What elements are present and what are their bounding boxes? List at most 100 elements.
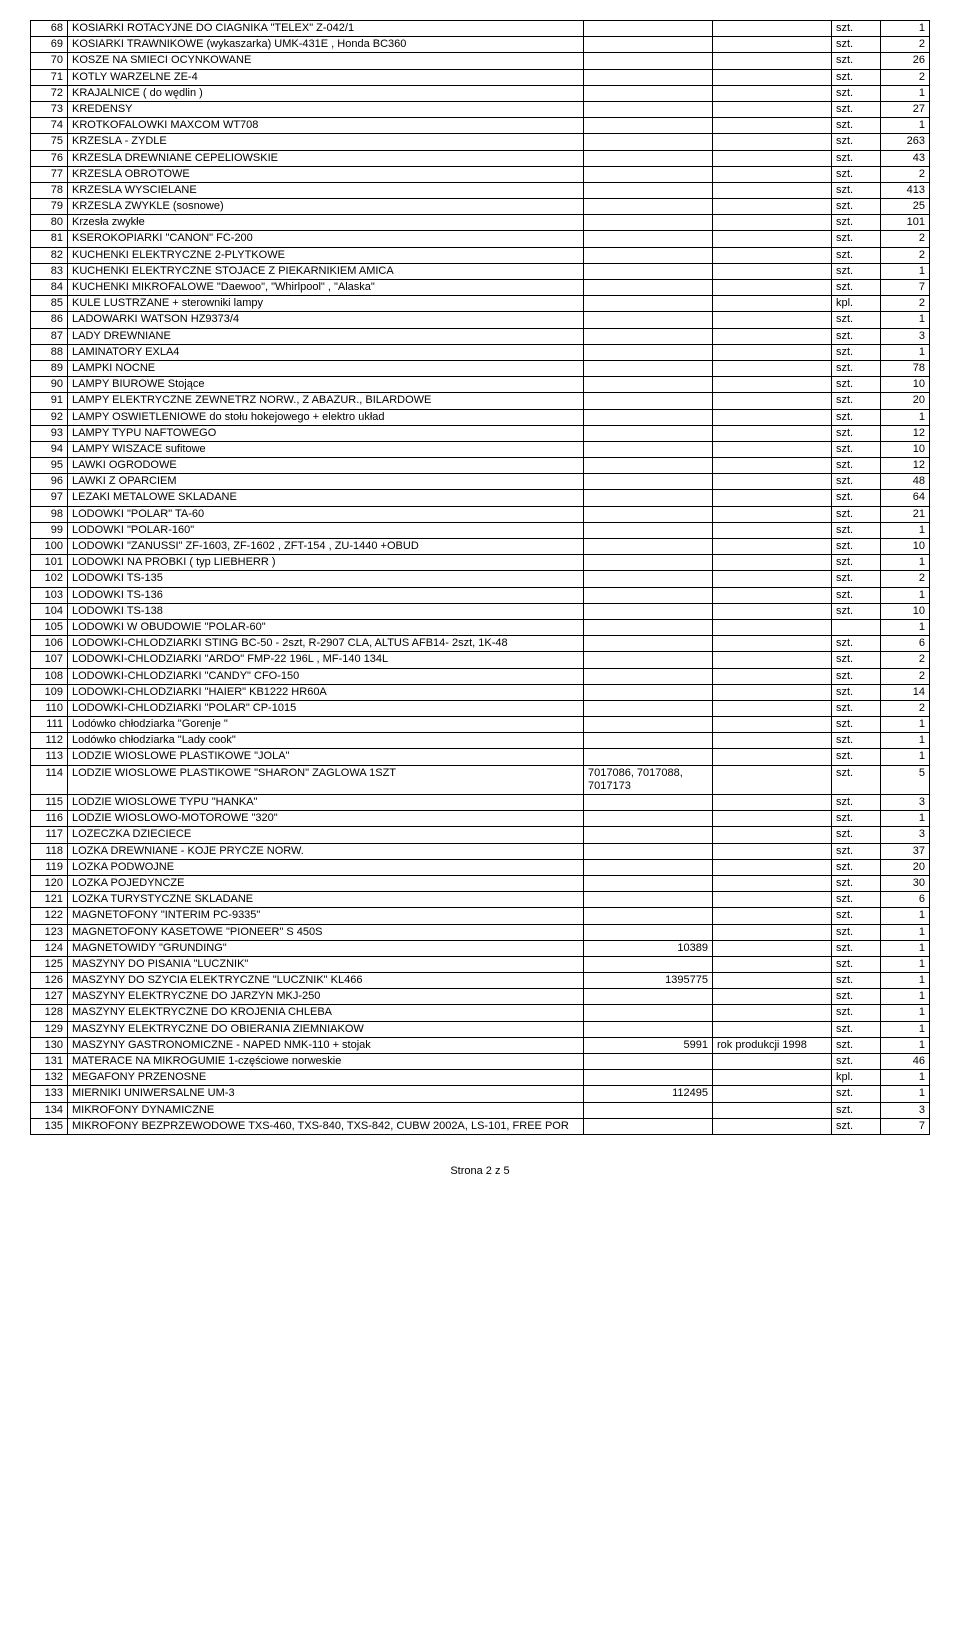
row-unit: szt.	[832, 1037, 881, 1053]
row-code	[584, 474, 713, 490]
table-row: 70 KOSZE NA SMIECI OCYNKOWANEszt.26	[31, 53, 930, 69]
row-quantity: 1	[881, 989, 930, 1005]
table-row: 122 MAGNETOFONY "INTERIM PC-9335"szt.1	[31, 908, 930, 924]
row-unit: szt.	[832, 506, 881, 522]
table-row: 104 LODOWKI TS-138szt.10	[31, 603, 930, 619]
row-number: 123	[31, 924, 68, 940]
table-row: 68 KOSIARKI ROTACYJNE DO CIAGNIKA "TELEX…	[31, 21, 930, 37]
row-quantity: 413	[881, 182, 930, 198]
row-code	[584, 69, 713, 85]
table-row: 87 LADY DREWNIANEszt.3	[31, 328, 930, 344]
row-number: 96	[31, 474, 68, 490]
table-row: 95 LAWKI OGRODOWEszt.12	[31, 458, 930, 474]
row-description: LODOWKI NA PROBKI ( typ LIEBHERR )	[68, 555, 584, 571]
row-unit: szt.	[832, 668, 881, 684]
row-code	[584, 989, 713, 1005]
row-extra	[713, 101, 832, 117]
row-description: LEZAKI METALOWE SKLADANE	[68, 490, 584, 506]
row-unit: szt.	[832, 134, 881, 150]
row-number: 131	[31, 1054, 68, 1070]
row-extra	[713, 571, 832, 587]
row-quantity: 6	[881, 636, 930, 652]
row-unit: szt.	[832, 101, 881, 117]
row-unit: szt.	[832, 989, 881, 1005]
table-row: 133 MIERNIKI UNIWERSALNE UM-3112495szt.1	[31, 1086, 930, 1102]
row-unit: szt.	[832, 749, 881, 765]
row-code	[584, 199, 713, 215]
row-number: 69	[31, 37, 68, 53]
row-extra	[713, 1118, 832, 1134]
row-number: 99	[31, 522, 68, 538]
row-number: 76	[31, 150, 68, 166]
row-code	[584, 827, 713, 843]
table-row: 77 KRZESLA OBROTOWEszt.2	[31, 166, 930, 182]
row-extra	[713, 795, 832, 811]
row-description: LAMPY BIUROWE Stojące	[68, 377, 584, 393]
row-description: LODZIE WIOSLOWE TYPU "HANKA"	[68, 795, 584, 811]
row-extra	[713, 1086, 832, 1102]
row-number: 87	[31, 328, 68, 344]
row-extra	[713, 733, 832, 749]
row-description: KUCHENKI ELEKTRYCZNE STOJACE Z PIEKARNIK…	[68, 263, 584, 279]
row-quantity: 263	[881, 134, 930, 150]
row-unit: szt.	[832, 85, 881, 101]
row-unit: szt.	[832, 811, 881, 827]
row-unit: szt.	[832, 636, 881, 652]
row-extra	[713, 231, 832, 247]
row-number: 104	[31, 603, 68, 619]
row-quantity: 10	[881, 441, 930, 457]
row-code	[584, 409, 713, 425]
row-code	[584, 458, 713, 474]
row-number: 102	[31, 571, 68, 587]
row-extra	[713, 940, 832, 956]
row-unit: szt.	[832, 409, 881, 425]
row-extra	[713, 215, 832, 231]
table-row: 92 LAMPY OSWIETLENIOWE do stołu hokejowe…	[31, 409, 930, 425]
row-extra	[713, 522, 832, 538]
row-unit: szt.	[832, 182, 881, 198]
row-number: 97	[31, 490, 68, 506]
row-code	[584, 134, 713, 150]
row-extra	[713, 506, 832, 522]
row-unit: szt.	[832, 603, 881, 619]
row-number: 109	[31, 684, 68, 700]
row-description: MASZYNY ELEKTRYCZNE DO KROJENIA CHLEBA	[68, 1005, 584, 1021]
row-unit: szt.	[832, 199, 881, 215]
row-unit: kpl.	[832, 1070, 881, 1086]
table-row: 98 LODOWKI "POLAR" TA-60szt.21	[31, 506, 930, 522]
row-unit: szt.	[832, 587, 881, 603]
row-number: 98	[31, 506, 68, 522]
row-number: 124	[31, 940, 68, 956]
row-code	[584, 490, 713, 506]
row-extra	[713, 441, 832, 457]
row-extra	[713, 908, 832, 924]
row-code	[584, 892, 713, 908]
row-extra	[713, 37, 832, 53]
row-number: 70	[31, 53, 68, 69]
row-extra	[713, 811, 832, 827]
table-row: 85 KULE LUSTRZANE + sterowniki lampykpl.…	[31, 296, 930, 312]
row-extra	[713, 393, 832, 409]
row-description: KSEROKOPIARKI "CANON" FC-200	[68, 231, 584, 247]
row-unit: szt.	[832, 973, 881, 989]
row-description: KUCHENKI MIKROFALOWE "Daewoo", "Whirlpoo…	[68, 280, 584, 296]
row-unit: szt.	[832, 843, 881, 859]
row-quantity: 2	[881, 296, 930, 312]
row-code	[584, 749, 713, 765]
table-row: 108 LODOWKI-CHLODZIARKI "CANDY" CFO-150s…	[31, 668, 930, 684]
row-quantity: 2	[881, 166, 930, 182]
row-extra	[713, 843, 832, 859]
row-quantity: 78	[881, 360, 930, 376]
row-number: 82	[31, 247, 68, 263]
table-row: 69 KOSIARKI TRAWNIKOWE (wykaszarka) UMK-…	[31, 37, 930, 53]
table-row: 126 MASZYNY DO SZYCIA ELEKTRYCZNE "LUCZN…	[31, 973, 930, 989]
table-row: 90 LAMPY BIUROWE Stojąceszt.10	[31, 377, 930, 393]
row-extra	[713, 636, 832, 652]
row-description: LADOWARKI WATSON HZ9373/4	[68, 312, 584, 328]
row-code	[584, 1102, 713, 1118]
row-description: LODOWKI W OBUDOWIE "POLAR-60"	[68, 619, 584, 635]
row-extra	[713, 587, 832, 603]
row-unit	[832, 619, 881, 635]
table-row: 72 KRAJALNICE ( do wędlin )szt.1	[31, 85, 930, 101]
row-code	[584, 328, 713, 344]
